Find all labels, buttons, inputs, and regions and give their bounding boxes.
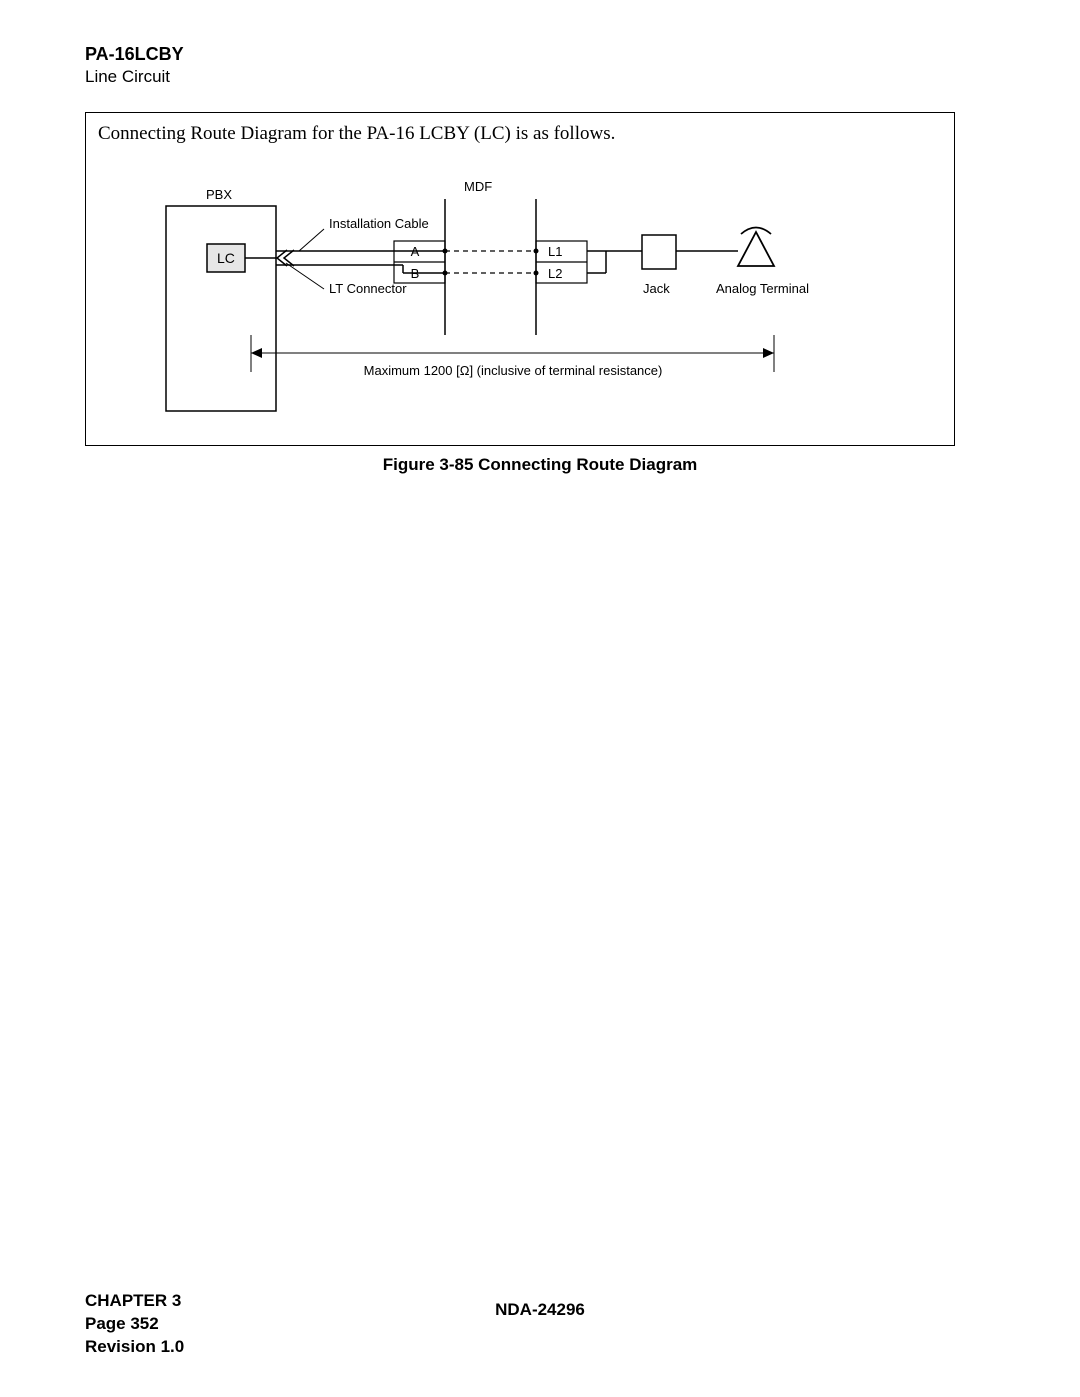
footer-chapter: CHAPTER 3: [85, 1290, 184, 1313]
header-title: PA-16LCBY: [85, 44, 184, 65]
l2-label: L2: [548, 266, 562, 281]
figure-frame: Connecting Route Diagram for the PA-16 L…: [85, 112, 955, 446]
page: PA-16LCBY Line Circuit Connecting Route …: [0, 0, 1080, 1397]
b-label: B: [411, 266, 420, 281]
header-subtitle: Line Circuit: [85, 67, 170, 87]
figure-caption: Figure 3-85 Connecting Route Diagram: [0, 455, 1080, 475]
a-label: A: [411, 244, 420, 259]
lc-label: LC: [217, 250, 235, 266]
footer-left: CHAPTER 3 Page 352 Revision 1.0: [85, 1290, 184, 1359]
analog-terminal-label: Analog Terminal: [716, 281, 809, 296]
footer-page: Page 352: [85, 1313, 184, 1336]
jack-label: Jack: [643, 281, 670, 296]
diagram: PBX LC: [86, 113, 954, 450]
pbx-label: PBX: [206, 187, 232, 202]
mdf-label: MDF: [464, 179, 492, 194]
max-note: Maximum 1200 [Ω] (inclusive of terminal …: [364, 363, 663, 378]
install-cable-label: Installation Cable: [329, 216, 429, 231]
footer-revision: Revision 1.0: [85, 1336, 184, 1359]
l1-label: L1: [548, 244, 562, 259]
